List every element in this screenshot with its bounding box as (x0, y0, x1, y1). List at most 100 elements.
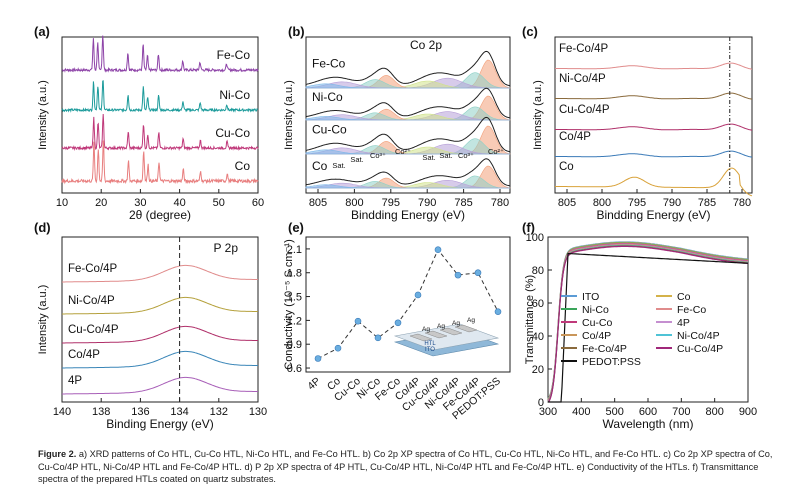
panel-a-xtick-label: 50 (213, 197, 225, 209)
panel-d-title: P 2p (214, 241, 239, 255)
xps-d-series-Ni-Co/4P (62, 296, 259, 315)
panel-f-ytick-label: 20 (532, 364, 544, 376)
panel-d-xtick-label: 140 (53, 406, 71, 418)
panel-c-xlabel: Bindding Energy (eV) (596, 208, 710, 222)
conductivity-point-PEDOT:PSS (494, 308, 502, 315)
panel-e-ytick-label: 1.5 (287, 292, 302, 304)
panel-f-xtick-label: 300 (539, 406, 557, 418)
xps-b-envelope (305, 158, 511, 187)
xps-b-component (305, 116, 510, 121)
xps-b-envelope (305, 87, 511, 119)
panel-e-label: (e) (288, 220, 304, 235)
panel-a-frame (61, 36, 259, 194)
panel-b-xtick-label: 800 (345, 197, 363, 209)
panel-f-xtick-label: 600 (639, 406, 657, 418)
panel-e-ytick-label: 1.2 (287, 315, 302, 327)
panel-f-ytick-label: 60 (532, 298, 544, 310)
panel-d-xtick-label: 134 (170, 406, 188, 418)
transmittance-series-PEDOT:PSS (548, 252, 749, 403)
panel-b-xtick-label: 785 (454, 197, 472, 209)
inset-ag-electrode (409, 333, 433, 342)
xps-b-annotation: Co²⁺ (395, 147, 411, 156)
conductivity-point-Cu-Co (354, 317, 362, 325)
xps-d-series-Co/4P (62, 350, 259, 369)
panel-c-xtick-label: 780 (733, 197, 751, 209)
panel-f-xtick-label: 400 (572, 406, 590, 418)
transmittance-legend-label: Ni-Co (582, 304, 609, 316)
conductivity-point-Co (334, 344, 342, 352)
xps-b-annotation: Sat. (439, 151, 452, 160)
transmittance-series-4P (547, 243, 749, 402)
panel-f-xtick-label: 900 (739, 406, 757, 418)
panel-f-ytick-label: 40 (532, 331, 544, 343)
transmittance-legend-label: Fe-Co/4P (582, 343, 627, 355)
panel-f-label: (f) (522, 220, 535, 235)
transmittance-legend-label: ITO (582, 291, 599, 303)
transmittance-series-Ni-Co/4P (547, 244, 749, 403)
xps-b-component (305, 149, 510, 155)
panel-a-xlabel: 2θ (degree) (129, 208, 191, 222)
panel-b-xtick-label: 805 (309, 197, 327, 209)
panel-d-xtick-label: 138 (92, 406, 110, 418)
inset-label: ITO (425, 347, 435, 353)
xps-c-series-Ni-Co/4P (554, 92, 753, 100)
xps-d-series-Cu-Co/4P (62, 325, 259, 344)
inset-label: HTL (424, 341, 436, 347)
xps-b-series-label: Cu-Co (312, 122, 347, 136)
xps-b-series-label: Ni-Co (312, 90, 343, 104)
xps-d-series-label: Ni-Co/4P (68, 295, 115, 307)
transmittance-legend-label: Cu-Co/4P (677, 343, 723, 355)
panel-c-xtick-label: 805 (558, 197, 576, 209)
panel-e-ytick-label: 2.1 (287, 244, 302, 256)
panel-e-frame (305, 236, 511, 373)
xps-c-series-label: Co (559, 161, 574, 173)
transmittance-series-Co (547, 241, 749, 400)
transmittance-series-Fe-Co (547, 242, 749, 401)
conductivity-point-Cu-Co/4P (434, 246, 442, 254)
transmittance-series-Co/4P (547, 244, 748, 402)
panel-a-xtick-label: 20 (95, 197, 107, 209)
xrd-series-Fe-Co (61, 35, 259, 73)
conductivity-point-Co/4P (414, 291, 422, 299)
inset-label: Ag (437, 323, 445, 330)
panel-f-ytick-label: 0 (538, 397, 544, 409)
panel-f-xtick-label: 800 (705, 406, 723, 418)
panel-d-ylabel: Intensity (a.u.) (37, 285, 49, 355)
xps-c-series-label: Co/4P (559, 131, 591, 143)
panel-d-xlabel: Binding Energy (eV) (106, 417, 213, 431)
xps-b-envelope (305, 116, 511, 153)
inset-label: Ag (467, 317, 475, 324)
panel-f-ytick-label: 100 (526, 232, 544, 244)
transmittance-legend-label: Fe-Co (677, 304, 706, 316)
panel-f-ylabel: Transmittance (%) (524, 275, 536, 364)
xrd-legend-label: Ni-Co (219, 88, 250, 102)
panel-d-label: (d) (34, 220, 51, 235)
panel-e-category-label: 4P (305, 375, 323, 392)
xps-b-component (305, 184, 510, 189)
xrd-series-Ni-Co (61, 80, 259, 113)
xrd-legend-label: Co (235, 159, 251, 173)
xps-b-series-label: Co (312, 159, 328, 173)
panel-a-xtick-label: 30 (134, 197, 146, 209)
xps-d-series-label: Co/4P (68, 349, 100, 361)
inset-label: Ag (452, 320, 460, 327)
panel-e-ytick-label: 1.8 (287, 268, 302, 280)
conductivity-point-Ni-Co (374, 334, 382, 342)
xrd-legend-label: Fe-Co (217, 48, 251, 62)
xrd-series-Co (61, 140, 259, 185)
xps-d-series-label: Fe-Co/4P (68, 263, 118, 275)
panel-b-label: (b) (288, 24, 305, 39)
inset-ag-electrode (454, 324, 478, 333)
panel-b-title: Co 2p (410, 38, 442, 52)
inset-ag-electrode (424, 330, 448, 339)
caption-label: Figure 2. (38, 449, 77, 459)
figure-caption: Figure 2. a) XRD patterns of Co HTL, Cu-… (38, 448, 778, 486)
conductivity-point-Fe-Co/4P (474, 269, 482, 277)
xps-b-annotation: Sat. (422, 153, 435, 162)
panel-d-xtick-label: 132 (210, 406, 228, 418)
panel-f-ytick-label: 80 (532, 265, 544, 277)
transmittance-legend-label: Co/4P (582, 330, 611, 342)
device-inset (393, 323, 500, 357)
conductivity-point-Fe-Co (394, 319, 402, 327)
